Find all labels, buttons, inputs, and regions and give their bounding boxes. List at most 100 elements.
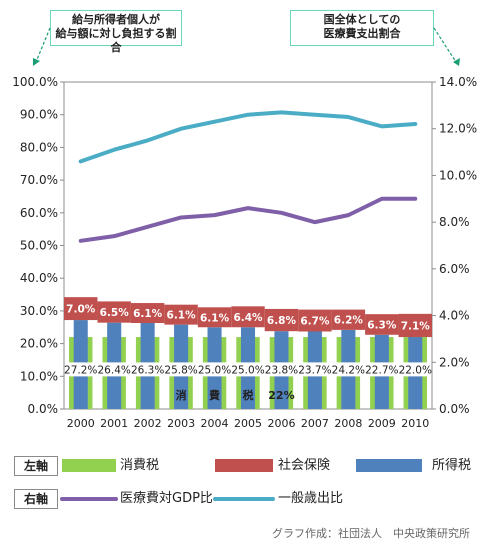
data-label-income-tax: 25.8% bbox=[164, 364, 197, 376]
right-axis-tick-label: 2.0% bbox=[439, 355, 470, 369]
right-callout-arrowhead bbox=[453, 58, 460, 66]
left-callout-arrowhead bbox=[33, 58, 40, 66]
data-label-social-insurance: 6.7% bbox=[300, 316, 330, 328]
data-label-social-insurance: 6.1% bbox=[167, 310, 197, 322]
x-axis-tick-label: 2008 bbox=[334, 417, 362, 430]
data-label-income-tax-bg bbox=[131, 362, 164, 377]
line-medical-gdp-ratio bbox=[78, 196, 418, 243]
legend-label-general-expenditure-ratio: 一般歳出比 bbox=[278, 491, 344, 506]
x-axis-tick-label: 2002 bbox=[134, 417, 162, 430]
data-label-income-tax: 25.0% bbox=[198, 364, 231, 376]
data-label-income-tax-bg bbox=[332, 362, 365, 377]
left-axis-tick-label: 10.0% bbox=[20, 369, 58, 383]
left-axis-tick-label: 80.0% bbox=[20, 140, 58, 154]
data-label-income-tax-bg bbox=[399, 362, 431, 377]
data-label-social-insurance: 7.1% bbox=[401, 320, 431, 332]
left-callout-line-1: 給与所得者個人が bbox=[72, 13, 160, 26]
x-axis-tick-label: 2007 bbox=[301, 417, 329, 430]
x-axis-tick-label: 2004 bbox=[201, 417, 229, 430]
bar-social-insurance bbox=[64, 297, 98, 321]
left-callout-line-2: 給与額に対し負担する割合 bbox=[55, 27, 177, 54]
data-label-income-tax-bg bbox=[299, 362, 331, 377]
x-axis-tick-label: 2005 bbox=[234, 417, 262, 430]
data-label-social-insurance: 6.4% bbox=[233, 312, 263, 324]
x-axis-tick-label: 2010 bbox=[401, 417, 429, 430]
left-axis-tick-label: 60.0% bbox=[20, 206, 58, 220]
data-label-income-tax-bg bbox=[265, 362, 298, 377]
data-label-income-tax: 23.8% bbox=[265, 364, 298, 376]
bar-social-insurance bbox=[398, 313, 432, 338]
left-axis-tick-label: 70.0% bbox=[20, 173, 58, 187]
legend-label-medical-gdp-ratio: 医療費対GDP比 bbox=[120, 491, 213, 506]
data-label-income-tax: 24.2% bbox=[332, 364, 365, 376]
data-label-social-insurance: 6.2% bbox=[334, 315, 364, 327]
left-axis-tick-label: 90.0% bbox=[20, 108, 58, 122]
consumption-tax-annotation: 22% bbox=[268, 389, 294, 402]
data-label-income-tax: 26.3% bbox=[131, 364, 164, 376]
data-label-income-tax-bg bbox=[165, 362, 197, 377]
data-label-social-insurance: 7.0% bbox=[66, 304, 96, 316]
right-axis-tick-label: 12.0% bbox=[439, 122, 477, 136]
data-label-social-insurance: 6.1% bbox=[133, 308, 163, 320]
legend-label-social-insurance: 社会保険 bbox=[278, 458, 331, 473]
bar-social-insurance bbox=[264, 308, 299, 332]
left-axis-tick-label: 20.0% bbox=[20, 337, 58, 351]
consumption-tax-annotation: 費 bbox=[208, 388, 220, 402]
data-label-income-tax: 25.0% bbox=[231, 364, 264, 376]
legend-label-consumption-tax: 消費税 bbox=[120, 458, 160, 473]
data-label-income-tax-bg bbox=[65, 362, 97, 377]
right-axis-callout: 国全体としての 医療費支出割合 bbox=[290, 10, 434, 46]
data-label-income-tax-bg bbox=[98, 362, 130, 377]
data-label-income-tax: 22.7% bbox=[365, 364, 398, 376]
data-label-social-insurance: 6.8% bbox=[267, 315, 297, 327]
data-label-social-insurance: 6.5% bbox=[100, 307, 130, 319]
left-axis-tick-label: 50.0% bbox=[20, 239, 58, 253]
x-axis-tick-label: 2003 bbox=[167, 417, 195, 430]
bar-social-insurance bbox=[231, 306, 265, 328]
bar-social-insurance bbox=[130, 303, 165, 323]
data-label-income-tax: 22.0% bbox=[399, 364, 432, 376]
right-callout-line-1: 国全体としての bbox=[323, 13, 401, 26]
bar-social-insurance bbox=[197, 307, 232, 328]
chart-credit: グラフ作成：社団法人 中央政策研究所 bbox=[272, 527, 470, 540]
legend-swatch-consumption-tax bbox=[62, 459, 116, 472]
consumption-tax-annotation: 税 bbox=[243, 388, 254, 402]
bar-social-insurance bbox=[331, 309, 366, 330]
right-axis-tick-label: 4.0% bbox=[439, 309, 470, 323]
data-label-social-insurance: 6.1% bbox=[200, 312, 230, 324]
data-label-income-tax-bg bbox=[366, 362, 398, 377]
right-callout-line-2: 医療費支出割合 bbox=[323, 27, 401, 40]
x-axis-tick-label: 2001 bbox=[100, 417, 128, 430]
left-axis-tick-label: 40.0% bbox=[20, 271, 58, 285]
data-label-income-tax: 23.7% bbox=[298, 364, 331, 376]
bar-social-insurance bbox=[164, 304, 198, 325]
right-axis-tick-label: 10.0% bbox=[439, 168, 477, 182]
legend-swatch-social-insurance bbox=[215, 459, 273, 472]
left-axis-callout: 給与所得者個人が 給与額に対し負担する割合 bbox=[50, 10, 182, 54]
data-label-income-tax: 27.2% bbox=[64, 364, 97, 376]
data-label-income-tax-bg bbox=[198, 362, 231, 377]
right-axis-tick-label: 0.0% bbox=[439, 402, 470, 416]
left-axis-legend-tag: 左軸 bbox=[14, 456, 58, 476]
right-callout-arrow bbox=[433, 27, 457, 63]
left-axis-tick-label: 0.0% bbox=[28, 402, 59, 416]
data-label-income-tax: 26.4% bbox=[98, 364, 131, 376]
left-callout-arrow bbox=[35, 27, 51, 63]
bar-social-insurance bbox=[365, 314, 399, 335]
data-label-income-tax-bg bbox=[232, 362, 264, 377]
line-general-expenditure-ratio bbox=[78, 110, 418, 164]
left-axis-tick-label: 30.0% bbox=[20, 304, 58, 318]
right-axis-tick-label: 6.0% bbox=[439, 262, 470, 276]
x-axis-tick-label: 2000 bbox=[67, 417, 95, 430]
left-axis-tick-label: 100.0% bbox=[12, 75, 58, 89]
consumption-tax-annotation: 消 bbox=[176, 388, 187, 402]
right-axis-tick-label: 14.0% bbox=[439, 75, 477, 89]
legend-swatch-income-tax bbox=[356, 459, 422, 472]
right-axis-legend-tag: 右軸 bbox=[14, 489, 58, 509]
bar-social-insurance bbox=[298, 309, 332, 332]
legend-label-income-tax: 所得税 bbox=[432, 458, 472, 473]
bar-social-insurance bbox=[97, 301, 131, 323]
x-axis-tick-label: 2009 bbox=[368, 417, 396, 430]
x-axis-tick-label: 2006 bbox=[267, 417, 295, 430]
